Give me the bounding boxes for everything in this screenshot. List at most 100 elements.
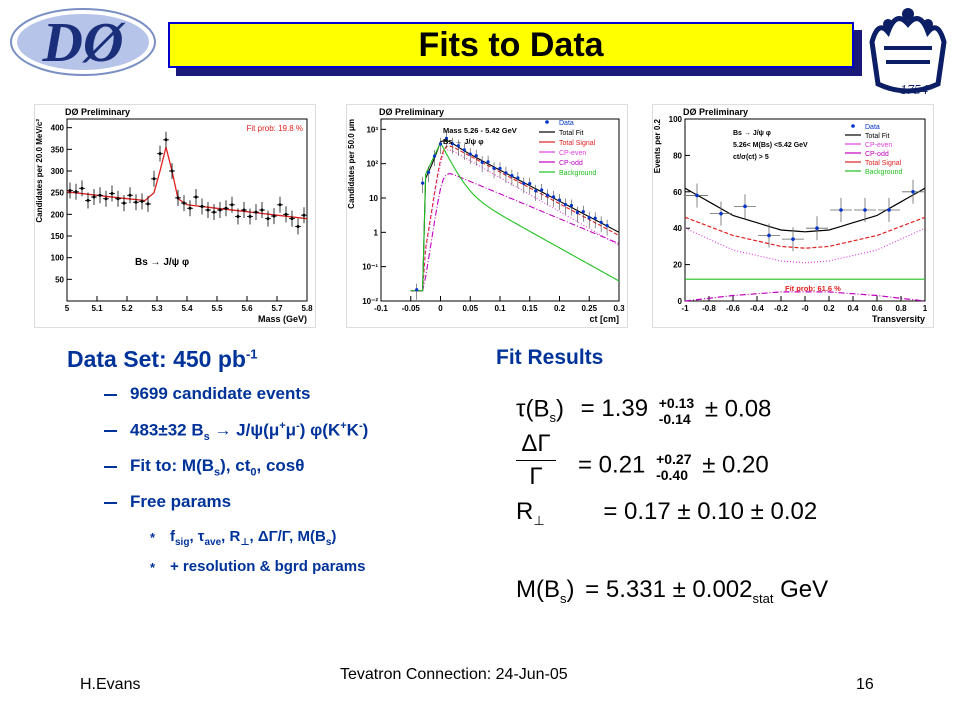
data-point xyxy=(504,171,508,175)
data-point xyxy=(266,217,270,221)
x-tick-label: 5.6 xyxy=(241,304,253,313)
bullet-fit-to: Fit to: M(Bs), ct0, cosθ xyxy=(104,456,368,492)
data-point xyxy=(152,177,156,181)
x-tick-label: 0.3 xyxy=(613,304,625,313)
data-point xyxy=(182,201,186,205)
data-point xyxy=(468,152,472,156)
data-point xyxy=(438,142,443,146)
y-tick-label: 100 xyxy=(669,115,683,124)
y-tick-label: 10³ xyxy=(366,125,378,134)
data-point xyxy=(432,154,437,158)
y-tick-label: 0 xyxy=(678,297,683,306)
total-signal-curve xyxy=(684,216,926,249)
y-tick-label: 20 xyxy=(673,261,682,270)
data-point xyxy=(74,190,78,194)
x-tick-label: 5.1 xyxy=(91,304,103,313)
data-point xyxy=(557,198,562,202)
legend-label: CP-even xyxy=(865,142,892,149)
total-fit-curve xyxy=(684,187,926,233)
data-point xyxy=(581,209,585,214)
fit-prob-label: Fit prob: 61.6 % xyxy=(785,284,841,293)
decay-label: Bs → J/ψ φ xyxy=(443,137,484,146)
data-point xyxy=(569,203,573,208)
y-tick-label: 10⁻² xyxy=(362,297,378,306)
x-tick-label: -0.8 xyxy=(702,304,716,313)
x-tick-label: 0 xyxy=(438,304,443,313)
data-point xyxy=(158,152,162,156)
x-tick-label: 5.7 xyxy=(271,304,283,313)
x-tick-label: 0.2 xyxy=(554,304,566,313)
x-tick-label: -0.2 xyxy=(774,304,788,313)
data-point xyxy=(450,142,454,146)
data-point xyxy=(206,208,210,212)
x-tick-label: 0.6 xyxy=(871,304,883,313)
y-tick-label: 40 xyxy=(673,224,682,233)
fit-results-title: Fit Results xyxy=(496,346,604,369)
data-point xyxy=(839,208,843,212)
y-axis-label: Candidates per 20.0 MeV/c² xyxy=(35,119,44,223)
total-signal-curve xyxy=(410,145,620,292)
x-tick-label: 5 xyxy=(65,304,70,313)
data-point xyxy=(98,193,102,197)
y-tick-label: 250 xyxy=(51,189,65,198)
data-point xyxy=(498,166,502,171)
data-point xyxy=(248,215,252,218)
data-point xyxy=(815,226,819,230)
data-point xyxy=(474,154,478,158)
x-tick-label: 5.4 xyxy=(181,304,193,313)
data-point xyxy=(272,214,276,218)
x-tick-label: 5.8 xyxy=(301,304,313,313)
y-tick-label: 50 xyxy=(55,275,64,284)
bullet-signal-yield: 483±32 Bs → J/ψ(μ+μ-) φ(K+K-) xyxy=(104,420,368,456)
mass-result: M(Bs) = 5.331 ± 0.002stat GeV xyxy=(516,576,829,606)
data-point xyxy=(116,197,120,201)
y-tick-label: 80 xyxy=(673,151,682,160)
data-point xyxy=(290,217,294,221)
data-point xyxy=(534,189,538,193)
data-point xyxy=(587,216,591,220)
mass-window-label: Mass 5.26 - 5.42 GeV xyxy=(443,126,517,135)
data-point xyxy=(146,202,150,206)
rperp-result: R⊥ = 0.17 ± 0.10 ± 0.02 xyxy=(516,498,818,528)
tau-result: τ(Bs) = 1.39 +0.13 -0.14 ± 0.08 xyxy=(516,395,772,427)
data-point xyxy=(302,213,306,217)
y-tick-label: 150 xyxy=(51,232,65,241)
data-point xyxy=(242,208,246,212)
data-point xyxy=(260,208,264,212)
sub-bullet-params: * fsig, τave, R⊥, ΔΓ/Γ, M(Bs) xyxy=(150,528,337,548)
footer-event: Tevatron Connection: 24-Jun-05 xyxy=(340,666,568,683)
x-axis-label: ct [cm] xyxy=(589,314,619,324)
d0-logo: DØ xyxy=(8,6,158,78)
y-axis-label: Candidates per 50.0 μm xyxy=(347,119,356,209)
cp-odd-curve xyxy=(410,173,620,292)
y-tick-label: 200 xyxy=(51,210,65,219)
data-point xyxy=(212,210,216,214)
data-set-bullets: 9699 candidate events 483±32 Bs → J/ψ(μ+… xyxy=(104,384,368,588)
x-tick-label: 0.8 xyxy=(895,304,907,313)
y-tick-label: 1 xyxy=(374,228,379,237)
data-point xyxy=(791,237,795,241)
data-point xyxy=(605,223,609,228)
legend-label: Total Signal xyxy=(559,140,596,147)
x-tick-label: -1 xyxy=(681,304,689,313)
x-tick-label: 0.05 xyxy=(462,304,478,313)
legend-label: Data xyxy=(559,120,574,127)
fit-prob-label: Fit prob: 19.8 % xyxy=(247,124,303,133)
data-point xyxy=(575,210,579,215)
x-tick-label: -0.1 xyxy=(374,304,388,313)
y-tick-label: 350 xyxy=(51,145,65,154)
data-point xyxy=(188,206,192,210)
x-tick-label: 5.3 xyxy=(151,304,163,313)
data-point xyxy=(540,188,544,192)
legend-label: Background xyxy=(865,169,902,176)
data-point xyxy=(510,174,514,178)
x-tick-label: -0.05 xyxy=(402,304,421,313)
data-point xyxy=(92,195,96,199)
data-point xyxy=(427,170,431,174)
data-point xyxy=(695,193,699,198)
data-point xyxy=(140,199,144,203)
data-point xyxy=(516,176,520,180)
y-tick-label: 300 xyxy=(51,167,65,176)
data-point xyxy=(421,181,425,185)
data-point xyxy=(599,220,603,224)
